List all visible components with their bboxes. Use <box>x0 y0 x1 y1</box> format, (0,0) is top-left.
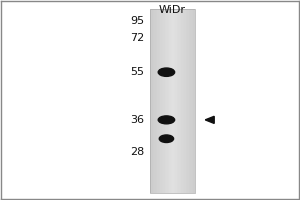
Bar <box>156 9 158 193</box>
Bar <box>160 9 162 193</box>
Bar <box>150 9 152 193</box>
Bar <box>176 9 177 193</box>
Text: 36: 36 <box>130 115 144 125</box>
Bar <box>186 9 188 193</box>
Bar <box>158 9 159 193</box>
Bar <box>180 9 182 193</box>
Bar <box>152 9 153 193</box>
Bar <box>174 9 176 193</box>
Text: 55: 55 <box>130 67 144 77</box>
Bar <box>165 9 167 193</box>
Bar <box>168 9 170 193</box>
Bar <box>183 9 184 193</box>
Bar <box>150 9 195 193</box>
Ellipse shape <box>159 135 174 143</box>
Bar <box>171 9 173 193</box>
Bar <box>193 9 195 193</box>
Text: 95: 95 <box>130 16 144 26</box>
Bar <box>177 9 179 193</box>
Bar <box>182 9 183 193</box>
Text: WiDr: WiDr <box>159 5 186 15</box>
Bar <box>154 9 156 193</box>
Bar <box>153 9 155 193</box>
Bar <box>164 9 165 193</box>
Bar <box>162 9 164 193</box>
Bar <box>192 9 194 193</box>
Ellipse shape <box>158 116 175 124</box>
Bar <box>189 9 190 193</box>
Bar <box>184 9 186 193</box>
Text: 28: 28 <box>130 147 144 157</box>
Bar <box>178 9 180 193</box>
Bar <box>159 9 161 193</box>
Ellipse shape <box>158 68 175 76</box>
Bar <box>190 9 192 193</box>
Bar <box>172 9 174 193</box>
Bar <box>187 9 189 193</box>
Bar <box>167 9 168 193</box>
Polygon shape <box>205 116 214 123</box>
Bar <box>169 9 171 193</box>
Text: 72: 72 <box>130 33 144 43</box>
